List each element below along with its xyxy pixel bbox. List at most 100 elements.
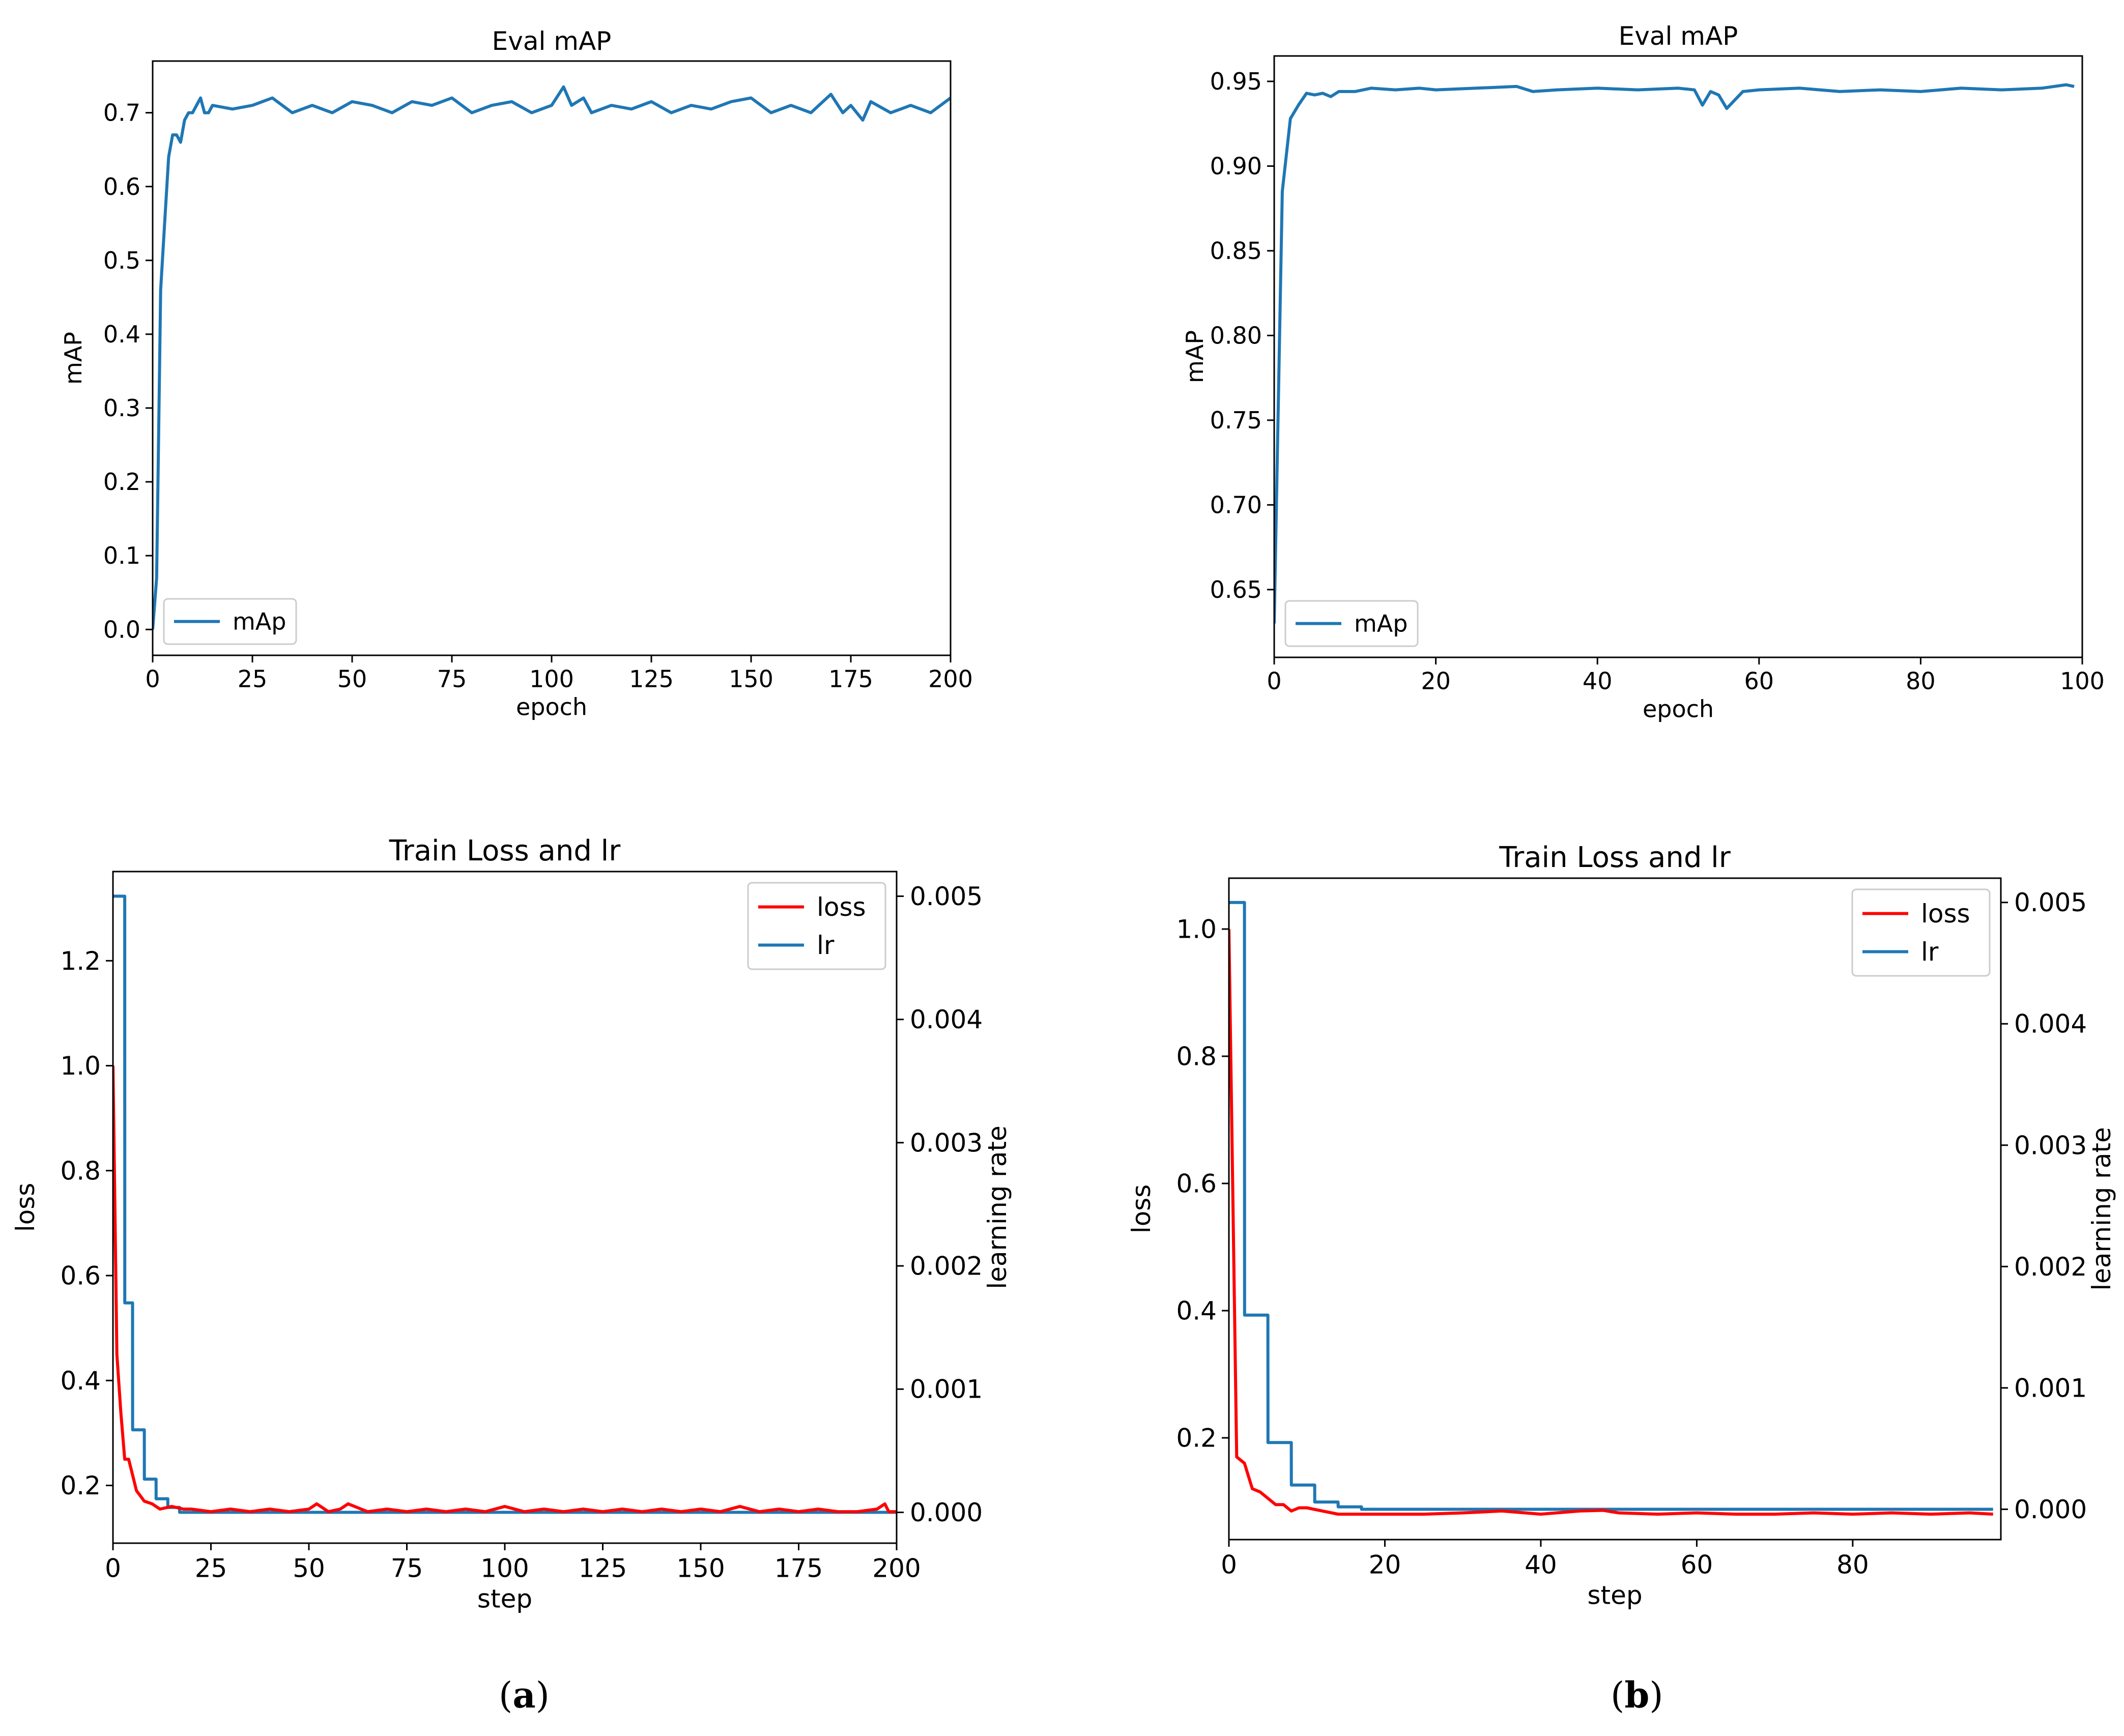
y-tick-label: 0.6 [1176,1169,1217,1199]
y-tick-label: 1.0 [1176,915,1217,944]
x-tick-label: 25 [238,665,268,692]
y-tick-label: 0.65 [1210,576,1262,603]
y-tick-label: 0.80 [1210,322,1262,349]
x-tick-label: 200 [928,665,973,692]
x-tick-label: 60 [1681,1550,1713,1580]
caption-a-letter: a [512,1674,536,1716]
x-axis-label: step [1587,1581,1642,1610]
y-axis-label: loss [11,1183,40,1232]
y-tick-label: 0.75 [1210,407,1262,434]
x-tick-label: 100 [480,1554,529,1583]
y2-tick-label: 0.002 [2014,1252,2087,1282]
y-tick-label: 1.2 [60,946,101,976]
y-tick-label: 0.4 [60,1366,101,1396]
y2-axis-label: learning rate [983,1125,1012,1289]
y-tick-label: 0.6 [103,173,140,200]
series-line-loss [113,1065,897,1514]
chart-title: Train Loss and lr [1499,841,1731,874]
x-tick-label: 80 [1836,1550,1869,1580]
y-axis-label: mAP [60,332,87,385]
y-tick-label: 0.2 [60,1471,101,1500]
x-tick-label: 200 [872,1554,921,1583]
chart-title: Eval mAP [1619,21,1738,51]
plot-area [1274,83,2075,624]
x-tick-label: 75 [391,1554,423,1583]
y-tick-label: 0.95 [1210,68,1262,95]
y2-tick-label: 0.003 [910,1128,983,1158]
x-tick-label: 100 [2060,667,2105,695]
series-line-lr [1229,901,1993,1511]
x-tick-label: 20 [1421,667,1451,695]
y2-axis-label: learning rate [2087,1127,2116,1290]
y2-tick-label: 0.003 [2014,1131,2087,1160]
x-tick-label: 25 [195,1554,227,1583]
y2-tick-label: 0.001 [2014,1373,2087,1403]
y-tick-label: 0.6 [60,1261,101,1291]
y-tick-label: 0.2 [1176,1424,1217,1453]
y-tick-label: 0.90 [1210,153,1262,180]
plot-frame [1273,55,2083,658]
legend-box [747,882,886,970]
chart-b-loss: 0 20 40 60 80 0.2 0.4 0.6 0.8 1.0 0.000 0.001 0.002 0… [1127,841,2116,1610]
legend-label-loss: loss [817,892,866,922]
chart-b-map: 0 20 40 60 80 100 0.65 0.70 0.75 0.80 0.85 0.90 0.95… [1181,21,2105,723]
x-tick-label: 150 [676,1554,725,1583]
charts-container: 0 25 50 75 100 125 150 175 2000.00.10.20.30.40.5… [11,21,2116,1614]
legend-label-lr: lr [817,931,835,960]
y-tick-label: 0.85 [1210,237,1262,265]
y-tick-label: 0.4 [1176,1296,1217,1326]
x-tick-label: 80 [1906,667,1936,695]
x-tick-label: 175 [828,665,873,692]
x-tick-label: 125 [579,1554,627,1583]
y-tick-label: 0.1 [103,542,140,569]
y2-tick-label: 0.000 [910,1498,983,1527]
chart-a-loss: 0 25 50 75 100 125 150 175 200 0.2 0.4 0.6 0.8 1.0 1.2… [11,834,1012,1614]
y-tick-label: 0.3 [103,394,140,422]
y2-tick-label: 0.004 [910,1005,983,1034]
legend-label-lr: lr [1921,937,1939,967]
x-tick-label: 50 [337,665,367,692]
y-tick-label: 0.2 [103,468,140,496]
y-tick-label: 0.5 [103,247,140,274]
legend-box [1284,600,1419,647]
y-tick-label: 0.8 [60,1156,101,1185]
legend: loss lr [1851,888,1991,977]
chart-title: Eval mAP [492,26,612,56]
legend-box [163,598,297,645]
x-tick-label: 50 [293,1554,325,1583]
y2-tick-label: 0.000 [2014,1495,2087,1524]
x-tick-label: 60 [1744,667,1774,695]
y2-tick-label: 0.005 [910,882,983,911]
chart-title: Train Loss and lr [389,834,621,867]
y2-tick-label: 0.004 [2014,1009,2087,1039]
y-tick-label: 0.8 [1176,1042,1217,1072]
series-line-mAp [153,85,951,630]
x-tick-label: 175 [774,1554,823,1583]
y-tick-label: 0.0 [103,616,140,643]
series-line-mAp [1274,83,2075,624]
y-tick-label: 0.4 [103,321,140,348]
y-tick-label: 1.0 [60,1051,101,1081]
x-tick-label: 0 [145,665,160,692]
x-tick-label: 0 [1221,1550,1237,1580]
x-tick-label: 150 [729,665,773,692]
legend-box [1851,888,1991,977]
caption-b-letter: b [1624,1674,1650,1716]
legend: mAp [1284,600,1419,647]
y2-tick-label: 0.002 [910,1252,983,1281]
x-tick-label: 40 [1583,667,1613,695]
series-line-loss [1229,929,1993,1516]
x-tick-label: 125 [629,665,674,692]
plot-area [1229,901,1993,1516]
x-axis-label: epoch [516,693,587,721]
y-tick-label: 0.70 [1210,491,1262,518]
legend-label-mAp: mAp [1354,610,1408,638]
plot-frame [1228,877,2002,1541]
x-tick-label: 40 [1525,1550,1557,1580]
y2-tick-label: 0.005 [2014,888,2087,917]
caption-b: (b) [1611,1674,1663,1716]
x-tick-label: 75 [437,665,467,692]
x-tick-label: 0 [105,1554,121,1583]
y2-tick-label: 0.001 [910,1375,983,1404]
legend-label-loss: loss [1921,899,1970,929]
